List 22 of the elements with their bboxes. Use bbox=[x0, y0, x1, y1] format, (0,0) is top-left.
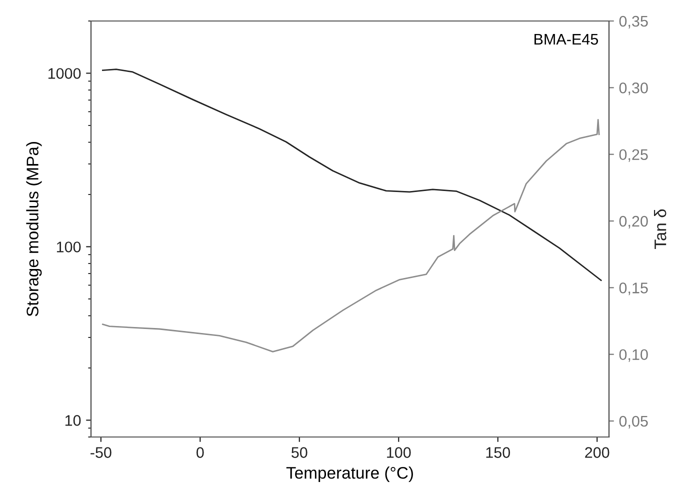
x-tick-label: 0 bbox=[196, 447, 204, 458]
y2-tick-label: 0,05 bbox=[619, 416, 648, 428]
x-tick-label: 100 bbox=[387, 447, 411, 458]
y2-tick-label: 0,15 bbox=[619, 282, 648, 296]
y-tick-label: 100 bbox=[56, 242, 81, 252]
y2-tick-label: 0,10 bbox=[619, 349, 648, 362]
y2-axis-title: Tan δ bbox=[654, 209, 666, 250]
line-series bbox=[102, 118, 600, 352]
annotation: BMA-E45 bbox=[534, 34, 598, 45]
y-tick-label: 10 bbox=[65, 415, 81, 426]
y2-tick-label: 0,25 bbox=[619, 149, 648, 162]
y2-tick-label: 0,35 bbox=[619, 16, 648, 28]
x-tick-label: 150 bbox=[486, 447, 510, 458]
y2-tick-label: 0,20 bbox=[619, 216, 648, 228]
y2-tick-label: 0,30 bbox=[619, 82, 648, 96]
y-axis-title: Storage modulus (MPa) bbox=[26, 142, 42, 316]
line-series bbox=[102, 68, 602, 282]
x-axis-title: Temperature (°C) bbox=[286, 466, 413, 482]
x-tick-label: 50 bbox=[292, 447, 308, 458]
y-tick-label: 1000 bbox=[48, 68, 81, 79]
x-tick-label: -50 bbox=[90, 447, 112, 458]
x-tick-label: 200 bbox=[585, 447, 610, 458]
